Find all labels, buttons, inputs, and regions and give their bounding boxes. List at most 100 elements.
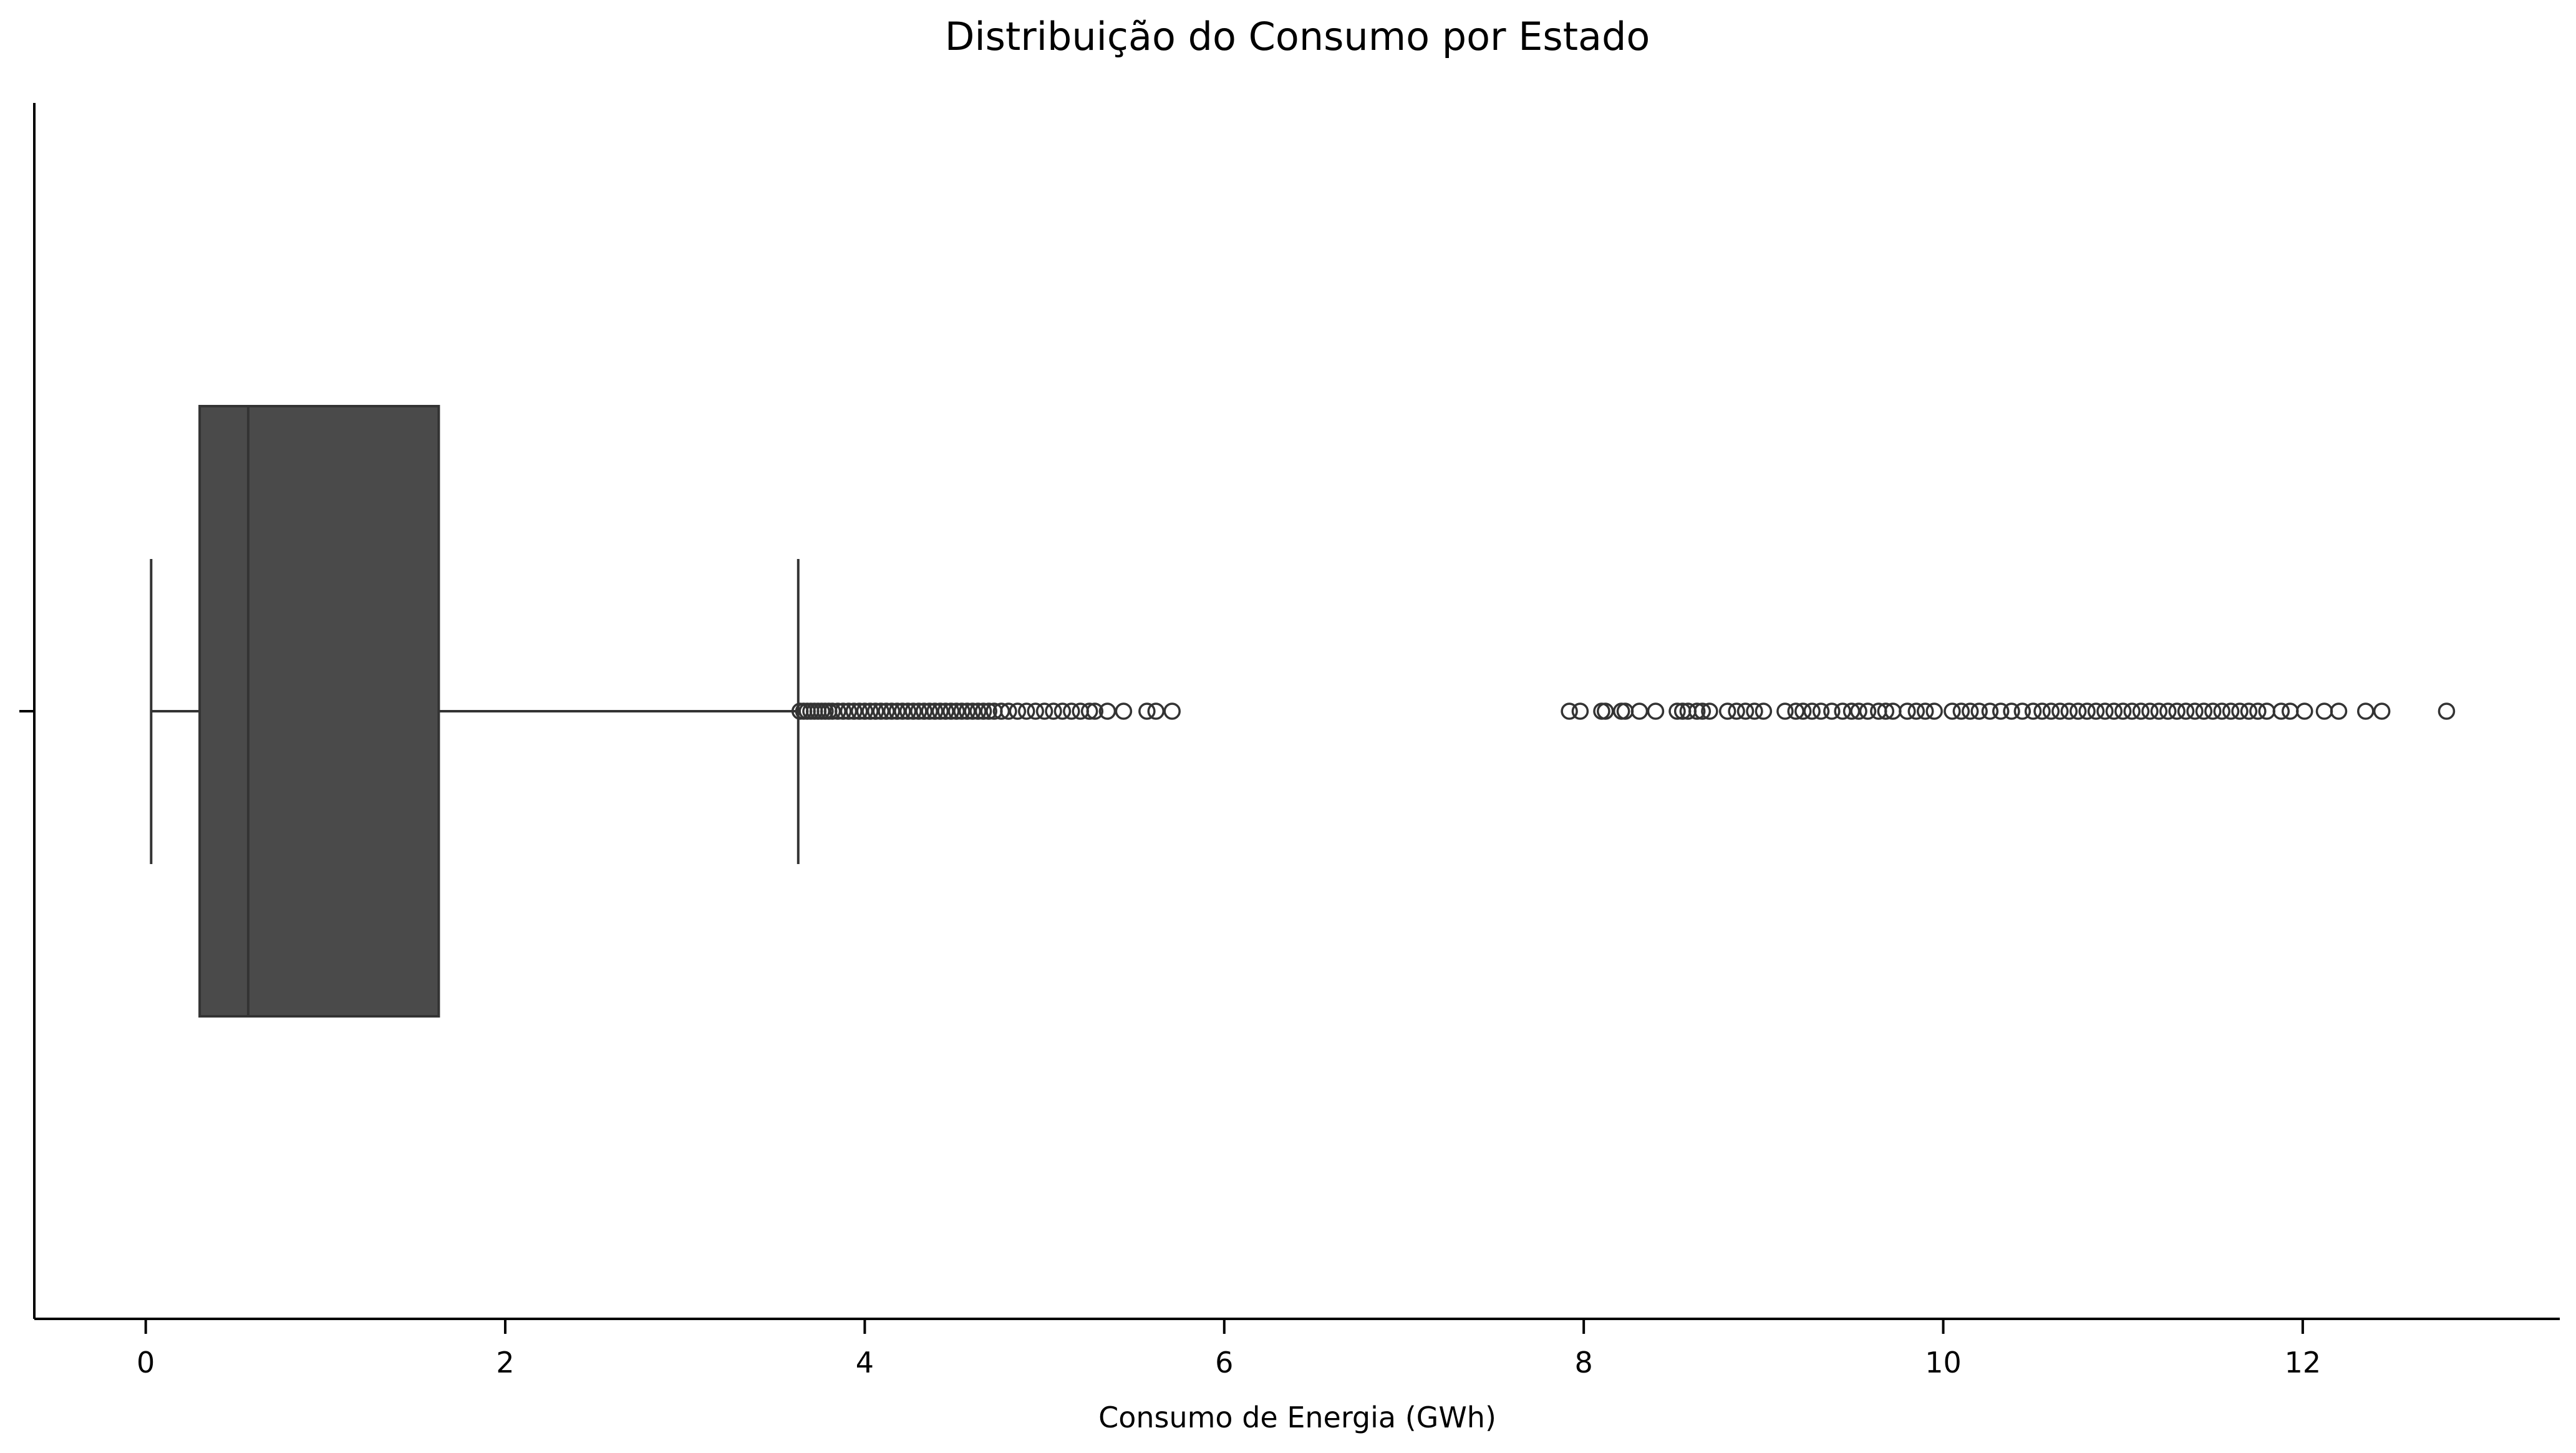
outlier-point bbox=[937, 702, 954, 720]
outlier-point bbox=[2024, 702, 2042, 720]
outlier-point bbox=[1000, 702, 1017, 720]
outlier-point bbox=[878, 702, 895, 720]
outlier-point bbox=[2186, 702, 2204, 720]
outlier-point bbox=[1668, 702, 1686, 720]
x-tick-label: 10 bbox=[1925, 1346, 1962, 1379]
outlier-point bbox=[1916, 702, 1934, 720]
x-tick-label: 8 bbox=[1575, 1346, 1593, 1379]
outlier-point bbox=[2258, 702, 2276, 720]
outlier-point bbox=[1907, 702, 1925, 720]
chart-title: Distribuição do Consumo por Estado bbox=[945, 14, 1650, 59]
outlier-point bbox=[1970, 702, 1988, 720]
outlier-point bbox=[2069, 702, 2087, 720]
outlier-point bbox=[835, 702, 852, 720]
iqr-box bbox=[198, 405, 440, 1018]
x-axis-label: Consumo de Energia (GWh) bbox=[1098, 1401, 1496, 1434]
outlier-point bbox=[856, 702, 874, 720]
outlier-point bbox=[1561, 702, 1578, 720]
outlier-point bbox=[964, 702, 982, 720]
outlier-point bbox=[1138, 702, 1156, 720]
outlier-point bbox=[1630, 702, 1649, 720]
outlier-point bbox=[2051, 702, 2069, 720]
outlier-point bbox=[904, 702, 922, 720]
outlier-point bbox=[851, 702, 868, 720]
outlier-point bbox=[942, 702, 960, 720]
outlier-point bbox=[1053, 702, 1072, 720]
outlier-point bbox=[1992, 702, 2010, 720]
x-tick-label: 6 bbox=[1215, 1346, 1233, 1379]
outlier-point bbox=[2078, 702, 2096, 720]
x-tick-label: 12 bbox=[2285, 1346, 2322, 1379]
outlier-point bbox=[872, 702, 890, 720]
outlier-point bbox=[1962, 702, 1979, 720]
outlier-point bbox=[2249, 702, 2267, 720]
outlier-point bbox=[921, 702, 938, 720]
outlier-point bbox=[2281, 702, 2299, 720]
outlier-point bbox=[931, 702, 949, 720]
outlier-point bbox=[1859, 702, 1877, 720]
outlier-point bbox=[1842, 702, 1861, 720]
outlier-point bbox=[866, 702, 884, 720]
outlier-point bbox=[1944, 702, 1961, 720]
outlier-point bbox=[2096, 702, 2114, 720]
outlier-point bbox=[958, 702, 976, 720]
outlier-point bbox=[2132, 702, 2150, 720]
outlier-point bbox=[1850, 702, 1867, 720]
outlier-point bbox=[1098, 702, 1116, 720]
outlier-point bbox=[1952, 702, 1970, 720]
outlier-point bbox=[953, 702, 971, 720]
outlier-point bbox=[2213, 702, 2230, 720]
outlier-point bbox=[1086, 702, 1104, 720]
outlier-point bbox=[2150, 702, 2168, 720]
outlier-point bbox=[845, 702, 863, 720]
outlier-point bbox=[2272, 702, 2290, 720]
outlier-point bbox=[840, 702, 858, 720]
x-tick-label: 2 bbox=[496, 1346, 514, 1379]
outlier-point bbox=[1981, 702, 1999, 720]
outlier-point bbox=[1027, 702, 1044, 720]
outlier-point bbox=[1593, 702, 1610, 720]
outlier-point bbox=[1616, 702, 1634, 720]
outlier-points bbox=[791, 702, 2456, 720]
outlier-point bbox=[1746, 702, 1763, 720]
outlier-point bbox=[1045, 702, 1062, 720]
outlier-point bbox=[1647, 702, 1665, 720]
outlier-point bbox=[1693, 702, 1712, 720]
outlier-point bbox=[1823, 702, 1841, 720]
outlier-point bbox=[980, 702, 998, 720]
outlier-point bbox=[1035, 702, 1053, 720]
outlier-point bbox=[888, 702, 906, 720]
outlier-point bbox=[910, 702, 927, 720]
outlier-point bbox=[926, 702, 944, 720]
outlier-point bbox=[2060, 702, 2078, 720]
outlier-point bbox=[1063, 702, 1080, 720]
outlier-point bbox=[1728, 702, 1745, 720]
outlier-point bbox=[1736, 702, 1755, 720]
outlier-point bbox=[1612, 702, 1630, 720]
outlier-point bbox=[2105, 702, 2123, 720]
outlier-point bbox=[969, 702, 987, 720]
outlier-point bbox=[2373, 702, 2391, 720]
outlier-point bbox=[2438, 702, 2456, 720]
outlier-point bbox=[2296, 702, 2313, 720]
outlier-point bbox=[2231, 702, 2249, 720]
outlier-point bbox=[2013, 702, 2031, 720]
outlier-point bbox=[1925, 702, 1943, 720]
outlier-point bbox=[1571, 702, 1589, 720]
outlier-point bbox=[1147, 702, 1165, 720]
outlier-point bbox=[2177, 702, 2195, 720]
outlier-point bbox=[2141, 702, 2159, 720]
outlier-point bbox=[883, 702, 901, 720]
outlier-point bbox=[1701, 702, 1718, 720]
outlier-point bbox=[899, 702, 917, 720]
outlier-point bbox=[1009, 702, 1027, 720]
outlier-point bbox=[2330, 702, 2348, 720]
outlier-point bbox=[2222, 702, 2240, 720]
outlier-point bbox=[1018, 702, 1035, 720]
outlier-point bbox=[1776, 702, 1794, 720]
outlier-point bbox=[2195, 702, 2213, 720]
outlier-point bbox=[1115, 702, 1133, 720]
outlier-point bbox=[2357, 702, 2375, 720]
outlier-point bbox=[1803, 702, 1821, 720]
plot-area bbox=[150, 405, 2456, 1018]
